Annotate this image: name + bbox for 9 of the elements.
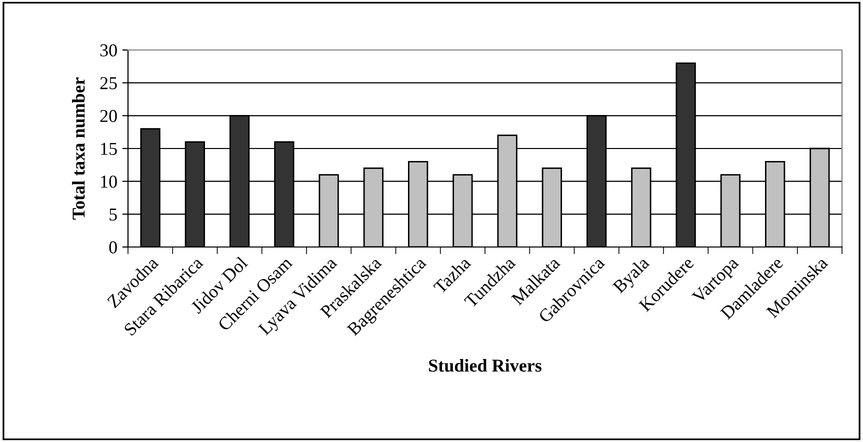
y-tick-label: 25 [100, 77, 117, 90]
y-tick-label: 20 [100, 110, 117, 122]
y-axis-title: Total taxa number [72, 77, 85, 220]
y-tick-label: 0 [109, 241, 117, 254]
y-tick-label: 30 [100, 44, 117, 56]
y-tick-label: 10 [101, 176, 117, 188]
x-axis-title: Studied Rivers [429, 359, 542, 372]
y-tick-label: 15 [101, 142, 117, 155]
y-tick-label: 5 [110, 208, 117, 221]
